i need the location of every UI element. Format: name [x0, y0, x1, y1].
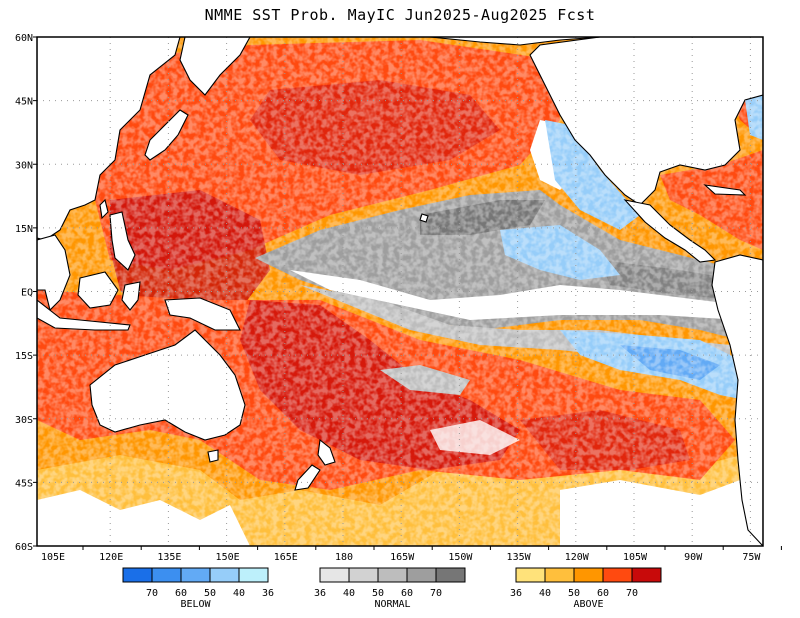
- japan: [144, 109, 189, 161]
- legend-swatch: [180, 567, 211, 583]
- lat-label: 15S: [15, 351, 33, 362]
- legend-above: 36 40 50 60 70 ABOVE: [510, 567, 662, 610]
- legend-tick-label: 50: [568, 588, 580, 599]
- legend-swatch: [602, 567, 633, 583]
- kamchatka: [179, 37, 251, 96]
- legend-swatch: [151, 567, 182, 583]
- legend-tick-label: 40: [343, 588, 355, 599]
- lat-label: 15N: [15, 224, 33, 235]
- legend-swatch: [544, 567, 575, 583]
- legend-tick-label: 50: [204, 588, 216, 599]
- legend-swatch: [209, 567, 240, 583]
- legend-swatch: [406, 567, 437, 583]
- legend-tick-label: 60: [175, 588, 187, 599]
- lon-label: 135E: [157, 552, 181, 563]
- lat-label: 30N: [15, 160, 33, 171]
- lon-label: 135W: [507, 552, 532, 563]
- legend-category-label: ABOVE: [573, 599, 603, 610]
- legend-tick-label: 40: [233, 588, 245, 599]
- central-america: [623, 199, 717, 263]
- hawaii: [419, 213, 429, 223]
- latitude-labels: 60N 45N 30N 15N EQ 15S 30S 45S 60S: [15, 33, 37, 553]
- legend-tick-label: 50: [372, 588, 384, 599]
- new-zealand-north: [317, 438, 336, 466]
- legend-tick-label: 60: [597, 588, 609, 599]
- legend-tick-label: 70: [430, 588, 442, 599]
- legend-tick-label: 40: [539, 588, 551, 599]
- legend-swatch: [319, 567, 350, 583]
- new-zealand-south: [294, 464, 321, 491]
- borneo: [77, 271, 119, 309]
- graticule: [37, 37, 763, 546]
- lat-label: 60S: [15, 542, 33, 553]
- lon-label: 90W: [684, 552, 703, 563]
- legend-normal: 36 40 50 60 70 NORMAL: [314, 567, 466, 610]
- lon-label: 165W: [390, 552, 415, 563]
- legend-tick-label: 70: [626, 588, 638, 599]
- sulawesi: [121, 281, 141, 311]
- land: [37, 37, 763, 546]
- longitude-labels: 105E 120E 135E 150E 165E 180 165W 150W 135W 120W 1…: [41, 546, 782, 563]
- legend-tick-label: 36: [314, 588, 326, 599]
- lon-label: 150W: [448, 552, 473, 563]
- lat-label: 30S: [15, 415, 33, 426]
- legend-swatch: [238, 567, 269, 583]
- legend-category-label: BELOW: [180, 599, 211, 610]
- legend-tick-label: 70: [146, 588, 158, 599]
- legend-swatch: [348, 567, 379, 583]
- australia: [89, 329, 246, 441]
- lon-label: 105E: [41, 552, 65, 563]
- alaska: [429, 37, 601, 46]
- lon-label: 120W: [565, 552, 590, 563]
- philippines: [109, 211, 136, 271]
- lat-label: 45N: [15, 97, 33, 108]
- legend-swatch: [122, 567, 153, 583]
- new-guinea: [164, 297, 241, 331]
- legend-below: 70 60 50 40 36 BELOW: [122, 567, 274, 610]
- legend-category-label: NORMAL: [374, 599, 410, 610]
- lat-label: EQ: [21, 288, 33, 299]
- lon-label: 150E: [216, 552, 240, 563]
- java-sumatra: [37, 299, 131, 331]
- legend-tick-label: 36: [510, 588, 522, 599]
- map-title: NMME SST Prob. MayIC Jun2025-Aug2025 Fcs…: [204, 6, 596, 24]
- legend-tick-label: 36: [262, 588, 274, 599]
- tasmania: [207, 449, 219, 463]
- legend-tick-label: 60: [401, 588, 413, 599]
- legend-swatch: [515, 567, 546, 583]
- legend-swatch: [435, 567, 466, 583]
- lat-label: 60N: [15, 33, 33, 44]
- lon-label: 105W: [623, 552, 648, 563]
- north-america: [529, 37, 763, 206]
- lat-label: 45S: [15, 478, 33, 489]
- lon-label: 165E: [274, 552, 298, 563]
- legend-swatch: [377, 567, 408, 583]
- lon-label: 75W: [742, 552, 761, 563]
- taiwan: [99, 198, 109, 220]
- lon-label: 120E: [99, 552, 123, 563]
- legend-swatch: [631, 567, 662, 583]
- legend-swatch: [573, 567, 604, 583]
- cuba: [703, 184, 747, 196]
- south-america: [711, 254, 763, 546]
- lon-label: 180: [335, 552, 353, 563]
